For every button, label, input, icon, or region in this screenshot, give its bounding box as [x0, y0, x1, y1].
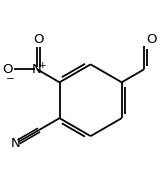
Text: +: +	[38, 61, 45, 70]
Text: −: −	[6, 74, 15, 84]
Text: N: N	[11, 137, 21, 150]
Text: O: O	[2, 63, 13, 76]
Text: O: O	[146, 33, 157, 46]
Text: O: O	[33, 33, 44, 46]
Text: N: N	[32, 63, 42, 76]
